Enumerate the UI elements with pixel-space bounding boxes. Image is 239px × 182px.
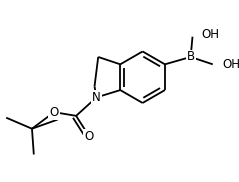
Text: B: B (187, 50, 195, 64)
Text: N: N (92, 91, 101, 104)
Text: O: O (49, 106, 59, 119)
Text: OH: OH (202, 28, 220, 41)
Text: OH: OH (222, 58, 239, 71)
Text: O: O (84, 130, 94, 143)
